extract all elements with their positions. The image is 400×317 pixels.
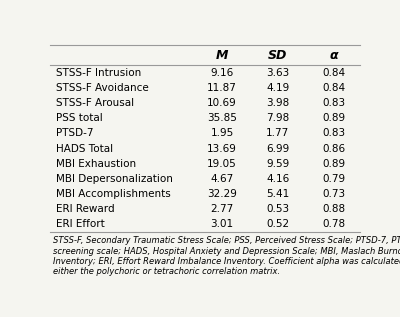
Text: HADS Total: HADS Total	[56, 144, 113, 154]
Text: STSS-F Intrusion: STSS-F Intrusion	[56, 68, 142, 78]
Text: 0.79: 0.79	[322, 174, 345, 184]
Text: 2.77: 2.77	[210, 204, 234, 214]
Text: 0.86: 0.86	[322, 144, 345, 154]
Text: 13.69: 13.69	[207, 144, 237, 154]
Text: PTSD-7: PTSD-7	[56, 128, 94, 139]
Text: 6.99: 6.99	[266, 144, 290, 154]
Text: 0.73: 0.73	[322, 189, 345, 199]
Text: 10.69: 10.69	[207, 98, 237, 108]
Text: 0.88: 0.88	[322, 204, 345, 214]
Text: 19.05: 19.05	[207, 159, 237, 169]
Text: 0.53: 0.53	[266, 204, 290, 214]
Text: 1.95: 1.95	[210, 128, 234, 139]
Text: 0.89: 0.89	[322, 159, 345, 169]
Text: PSS total: PSS total	[56, 113, 103, 123]
Text: 5.41: 5.41	[266, 189, 290, 199]
Text: STSS-F Arousal: STSS-F Arousal	[56, 98, 134, 108]
Text: 0.52: 0.52	[266, 219, 290, 229]
Text: 4.19: 4.19	[266, 83, 290, 93]
Text: α: α	[329, 49, 338, 62]
Text: 3.01: 3.01	[210, 219, 234, 229]
Text: ERI Effort: ERI Effort	[56, 219, 105, 229]
Text: 1.77: 1.77	[266, 128, 290, 139]
Text: 0.84: 0.84	[322, 83, 345, 93]
Text: MBI Exhaustion: MBI Exhaustion	[56, 159, 136, 169]
Text: SD: SD	[268, 49, 288, 62]
Text: MBI Depersonalization: MBI Depersonalization	[56, 174, 173, 184]
Text: 0.84: 0.84	[322, 68, 345, 78]
Text: 0.83: 0.83	[322, 128, 345, 139]
Text: 9.16: 9.16	[210, 68, 234, 78]
Text: 35.85: 35.85	[207, 113, 237, 123]
Text: 9.59: 9.59	[266, 159, 290, 169]
Text: 3.63: 3.63	[266, 68, 290, 78]
Text: M: M	[216, 49, 228, 62]
Text: 0.83: 0.83	[322, 98, 345, 108]
Text: STSS-F Avoidance: STSS-F Avoidance	[56, 83, 149, 93]
Text: 11.87: 11.87	[207, 83, 237, 93]
Text: 7.98: 7.98	[266, 113, 290, 123]
Text: MBI Accomplishments: MBI Accomplishments	[56, 189, 171, 199]
Text: STSS-F, Secondary Traumatic Stress Scale; PSS, Perceived Stress Scale; PTSD-7, P: STSS-F, Secondary Traumatic Stress Scale…	[53, 236, 400, 276]
Text: 4.16: 4.16	[266, 174, 290, 184]
Text: 32.29: 32.29	[207, 189, 237, 199]
Text: 4.67: 4.67	[210, 174, 234, 184]
Text: 0.78: 0.78	[322, 219, 345, 229]
Text: ERI Reward: ERI Reward	[56, 204, 115, 214]
Text: 3.98: 3.98	[266, 98, 290, 108]
Text: 0.89: 0.89	[322, 113, 345, 123]
